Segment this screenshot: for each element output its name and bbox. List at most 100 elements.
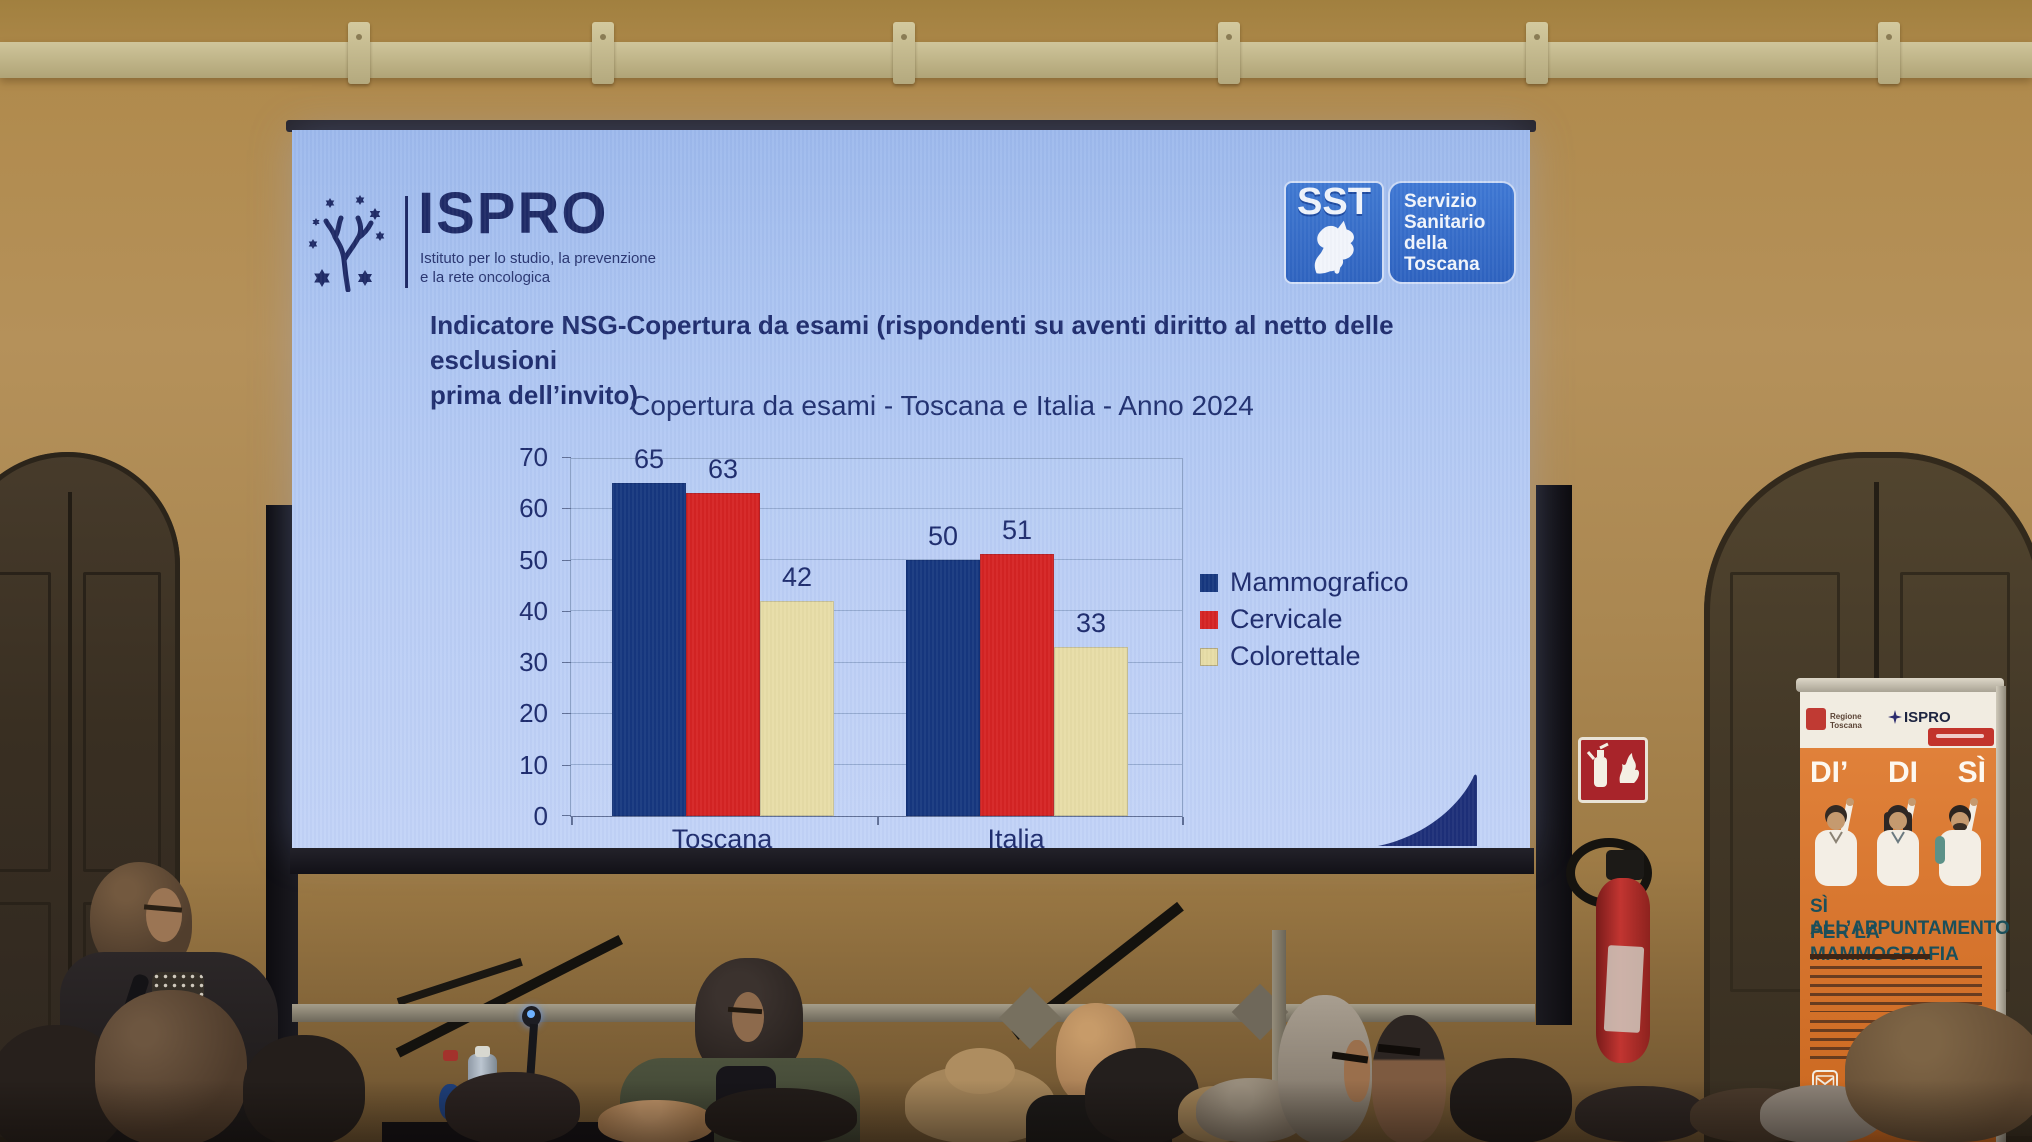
ispro-logo-divider bbox=[405, 196, 408, 288]
audience-member bbox=[1845, 1002, 2032, 1142]
servizio-sanitario-logo: Servizio Sanitario della Toscana bbox=[1390, 183, 1514, 282]
bar-value-label: 50 bbox=[927, 520, 959, 551]
ispro-logo: ISPRO Istituto per lo studio, la prevenz… bbox=[308, 181, 778, 318]
fire-extinguisher-sign-icon bbox=[1578, 737, 1648, 803]
rail-bracket bbox=[348, 22, 370, 84]
banner-headline-word: SÌ bbox=[1957, 756, 1986, 789]
legend-label: Colorettale bbox=[1230, 641, 1361, 671]
healthcare-workers-illustration bbox=[1804, 796, 1992, 888]
bar-colorettale-toscana bbox=[760, 600, 834, 816]
ispro-mini-star-icon bbox=[1888, 710, 1902, 724]
banner-subline-2: PER LA MAMMOGRAFIA bbox=[1810, 922, 1959, 965]
regione-toscana-label: Regione Toscana bbox=[1830, 712, 1862, 730]
floor-shadow bbox=[0, 1080, 2032, 1142]
sst-text-line: Sanitario bbox=[1404, 212, 1486, 233]
bar-value-label: 65 bbox=[633, 443, 665, 474]
slide-title-line-2: prima dell’invito) bbox=[430, 380, 639, 410]
screen-top-frame bbox=[286, 120, 1536, 132]
chart-y-tick bbox=[562, 713, 571, 715]
chart-gridline bbox=[571, 712, 1182, 714]
chart-x-tick bbox=[1182, 817, 1184, 825]
chart-y-tick-label: 40 bbox=[519, 595, 548, 626]
slide-title: Indicatore NSG-Copertura da esami (rispo… bbox=[430, 308, 1505, 413]
chart-gridline bbox=[571, 764, 1182, 766]
chart-gridline bbox=[571, 610, 1182, 612]
banner-pole bbox=[1996, 686, 2006, 1142]
fire-extinguisher-label bbox=[1603, 945, 1645, 1033]
envelope-icon bbox=[1812, 1070, 1838, 1094]
ispro-tree-icon bbox=[308, 192, 386, 293]
chart-x-tick bbox=[571, 817, 573, 825]
chart-plot: 65 50 63 51 42 33 bbox=[562, 444, 1184, 825]
chart-y-tick-label: 60 bbox=[519, 493, 548, 524]
chart-gridline bbox=[571, 559, 1182, 561]
chart-y-tick bbox=[562, 508, 571, 510]
chart-y-tick bbox=[562, 662, 571, 664]
bar-cervicale-toscana bbox=[686, 492, 760, 816]
screen-bottom-frame bbox=[290, 848, 1534, 874]
ispro-tagline-1: Istituto per lo studio, la prevenzione bbox=[420, 250, 656, 267]
chart-y-tick-label: 50 bbox=[519, 544, 548, 575]
bar-value-label: 51 bbox=[1001, 515, 1033, 546]
bar-colorettale-italia bbox=[1054, 646, 1128, 816]
chart-x-tick bbox=[877, 817, 879, 825]
chart-y-tick bbox=[562, 559, 571, 561]
chart-y-tick-label: 30 bbox=[519, 647, 548, 678]
chart-gridline bbox=[571, 507, 1182, 509]
legend-row: Cervicale bbox=[1200, 601, 1409, 638]
audience-member-hair-bun bbox=[945, 1048, 1015, 1094]
banner-top-rail bbox=[1796, 678, 2004, 692]
banner-subline-1: SÌ ALL’APPUNTAMENTO bbox=[1810, 896, 2010, 939]
shutter-divider bbox=[67, 492, 72, 1142]
audience-member bbox=[705, 1088, 857, 1142]
bottle-cap bbox=[475, 1046, 490, 1057]
banner-fine-print-heading bbox=[1810, 954, 1930, 959]
audience-member bbox=[1372, 1015, 1446, 1142]
projection-screen: ISPRO Istituto per lo studio, la prevenz… bbox=[292, 130, 1530, 854]
bar-mammografico-italia bbox=[906, 559, 980, 816]
ispro-tagline-2: e la rete oncologica bbox=[420, 269, 551, 286]
banner-red-logo-text-blur bbox=[1936, 734, 1984, 738]
bar-value-label: 63 bbox=[707, 453, 739, 484]
moderator-face bbox=[732, 992, 764, 1042]
chart-y-tick-label: 20 bbox=[519, 698, 548, 729]
banner-headline-word: DI’ bbox=[1810, 756, 1849, 789]
bottle-cap bbox=[443, 1050, 458, 1061]
legend-marker-colorettale bbox=[1200, 647, 1218, 666]
chart-y-tick bbox=[562, 610, 571, 612]
chart-y-tick-label: 70 bbox=[519, 442, 548, 472]
banner-headline: DI’ DI SÌ bbox=[1810, 756, 1986, 790]
audience-member bbox=[445, 1072, 580, 1142]
bar-value-label: 33 bbox=[1075, 607, 1107, 638]
chart-legend: Mammografico Cervicale Colorettale bbox=[1200, 564, 1409, 675]
bar-mammografico-toscana bbox=[612, 482, 686, 816]
ispro-mini-label: ISPRO bbox=[1904, 709, 1951, 726]
chart-gridline bbox=[571, 661, 1182, 663]
legend-label: Cervicale bbox=[1230, 604, 1343, 634]
rail-bracket bbox=[592, 22, 614, 84]
chart-y-tick bbox=[562, 457, 571, 458]
shutter-panel bbox=[83, 572, 161, 872]
slide-title-line-1: Indicatore NSG-Copertura da esami (rispo… bbox=[430, 310, 1394, 375]
sst-logo: SST bbox=[1286, 181, 1382, 282]
chart-y-axis-labels: 0 10 20 30 40 50 60 70 bbox=[498, 442, 560, 831]
rail-bracket bbox=[1526, 22, 1548, 84]
chart-y-tick bbox=[562, 815, 571, 816]
bar-value-label: 42 bbox=[781, 561, 813, 592]
pegasus-icon bbox=[1300, 213, 1370, 281]
ispro-wordmark: ISPRO bbox=[418, 181, 609, 246]
audience-member bbox=[598, 1100, 714, 1142]
wall-rail bbox=[0, 42, 2032, 78]
legend-row: Mammografico bbox=[1200, 564, 1409, 601]
mic-head-light bbox=[527, 1010, 535, 1018]
regione-toscana-logo bbox=[1806, 708, 1826, 730]
rail-bracket bbox=[1878, 22, 1900, 84]
audience-member bbox=[243, 1035, 365, 1142]
rail-bracket bbox=[893, 22, 915, 84]
sst-acronym: SST bbox=[1297, 181, 1371, 223]
audience-member bbox=[1575, 1086, 1707, 1142]
swoosh-decoration bbox=[1378, 772, 1484, 848]
banner-logo-band: Regione Toscana ISPRO bbox=[1800, 692, 1996, 748]
chart-title: Copertura da esami - Toscana e Italia - … bbox=[630, 390, 1254, 421]
